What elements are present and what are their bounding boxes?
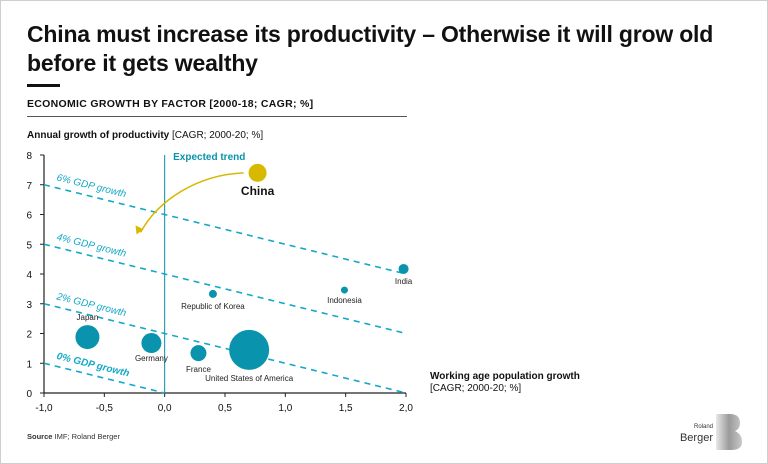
data-point-label: Japan bbox=[77, 313, 99, 322]
expected-trend-arrow bbox=[139, 172, 244, 233]
x-tick-label: 1,5 bbox=[339, 403, 353, 414]
y-tick-label: 4 bbox=[26, 270, 32, 281]
data-point-label: France bbox=[186, 365, 211, 374]
x-tick-label: 2,0 bbox=[399, 403, 413, 414]
data-point-label: Germany bbox=[135, 354, 168, 363]
y-axis-label-main: Annual growth of productivity bbox=[27, 130, 170, 141]
gdp-growth-line bbox=[43, 183, 407, 275]
data-point-label: United States of America bbox=[205, 374, 294, 383]
x-axis-label-main: Working age population growth bbox=[430, 371, 580, 382]
data-point-france bbox=[190, 345, 207, 362]
data-point-label: India bbox=[395, 277, 413, 286]
subtitle-divider bbox=[27, 116, 407, 117]
y-tick-label: 5 bbox=[26, 240, 32, 251]
y-tick-label: 1 bbox=[26, 359, 32, 370]
y-axis-label-unit: [CAGR; 2000-20; %] bbox=[172, 130, 264, 141]
data-point-label: China bbox=[241, 184, 275, 198]
x-axis-label-unit: [CAGR; 2000-20; %] bbox=[430, 383, 522, 394]
gdp-growth-line bbox=[43, 243, 407, 335]
x-tick-label: 0,5 bbox=[218, 403, 232, 414]
y-tick-label: 0 bbox=[26, 389, 32, 400]
x-axis-label: Working age population growth [CAGR; 2000… bbox=[430, 371, 580, 395]
source-text: IMF; Roland Berger bbox=[54, 432, 120, 441]
data-point-republic-of-korea bbox=[208, 289, 217, 298]
y-axis-label: Annual growth of productivity [CAGR; 200… bbox=[27, 130, 263, 141]
x-tick-label: 0,0 bbox=[158, 403, 172, 414]
data-point-china bbox=[248, 163, 267, 182]
svg-text:Roland: Roland bbox=[694, 424, 713, 430]
data-point-united-states-of-america bbox=[229, 329, 270, 370]
gdp-growth-line-label: 0% GDP growth bbox=[55, 351, 130, 380]
x-tick-label: -1,0 bbox=[35, 403, 53, 414]
y-tick-label: 6 bbox=[26, 211, 32, 222]
y-tick-label: 7 bbox=[26, 181, 32, 192]
roland-berger-logo: Roland Berger bbox=[680, 414, 742, 450]
y-tick-label: 3 bbox=[26, 300, 32, 311]
data-point-india bbox=[398, 263, 409, 274]
x-tick-label: 1,0 bbox=[278, 403, 292, 414]
gdp-growth-line bbox=[43, 302, 407, 394]
data-point-germany bbox=[141, 333, 162, 354]
y-tick-label: 2 bbox=[26, 330, 32, 341]
svg-text:Berger: Berger bbox=[680, 432, 713, 444]
source-label: Source bbox=[27, 432, 53, 441]
expected-trend-label: Expected trend bbox=[173, 152, 245, 163]
data-point-japan bbox=[75, 325, 100, 350]
gdp-growth-line bbox=[43, 362, 165, 394]
data-point-label: Indonesia bbox=[327, 296, 362, 305]
chart-subtitle: ECONOMIC GROWTH BY FACTOR [2000-18; CAGR… bbox=[27, 98, 314, 110]
x-tick-label: -0,5 bbox=[96, 403, 114, 414]
title-underline bbox=[27, 84, 60, 87]
y-tick-label: 8 bbox=[26, 151, 32, 162]
page-title: China must increase its productivity – O… bbox=[27, 21, 714, 76]
arrowhead-icon bbox=[135, 225, 144, 235]
data-point-label: Republic of Korea bbox=[181, 302, 245, 311]
source-note: Source IMF; Roland Berger bbox=[27, 432, 120, 441]
data-point-indonesia bbox=[340, 286, 348, 294]
